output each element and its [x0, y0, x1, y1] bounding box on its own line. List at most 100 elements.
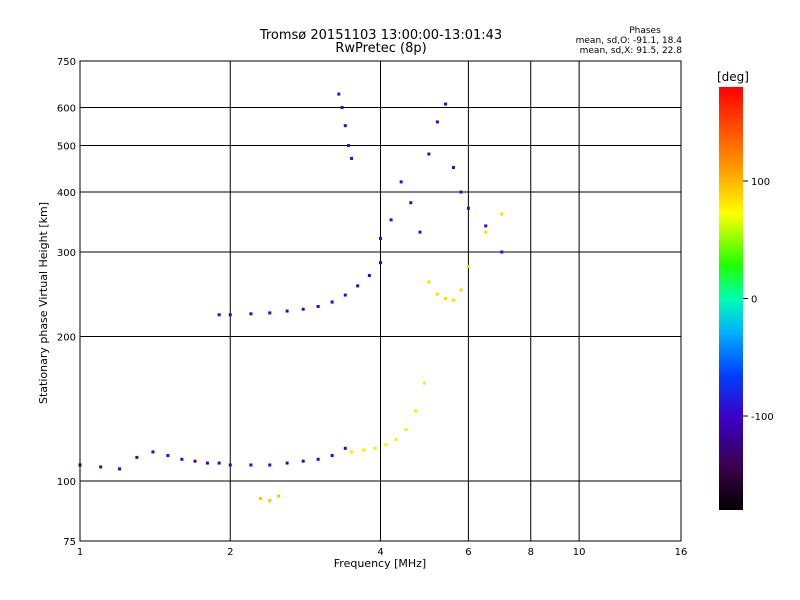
data-point	[343, 124, 347, 128]
data-point	[135, 455, 139, 459]
data-point	[337, 92, 341, 96]
y-tick-label: 600	[57, 104, 76, 115]
data-point	[217, 461, 221, 465]
data-point	[373, 446, 377, 450]
data-point	[484, 230, 488, 234]
data-point	[484, 224, 488, 228]
data-point	[249, 312, 253, 316]
x-axis-ticks: 1 2 4 6 8 10 16	[77, 547, 688, 558]
x-tick-label: 6	[465, 547, 471, 558]
plot-frame	[79, 60, 682, 542]
data-point	[404, 428, 408, 432]
data-point	[166, 454, 170, 458]
data-point	[394, 438, 398, 442]
x-tick-label: 2	[227, 547, 233, 558]
data-point	[500, 250, 504, 254]
data-point	[205, 461, 209, 465]
y-tick-label: 75	[63, 537, 76, 548]
data-point	[268, 499, 272, 503]
y-tick-label: 400	[57, 188, 76, 199]
data-point	[350, 450, 354, 454]
data-point	[427, 152, 431, 156]
y-axis-ticks: 75 100 200 300 400 500 600 750	[57, 57, 76, 548]
data-point	[444, 297, 448, 301]
data-point	[340, 106, 344, 110]
x-axis-label: Frequency [MHz]	[334, 557, 426, 570]
data-point	[451, 298, 455, 302]
data-point	[459, 190, 463, 194]
data-point	[399, 180, 403, 184]
data-point	[367, 274, 371, 278]
data-point	[435, 292, 439, 296]
data-point	[343, 293, 347, 297]
data-point	[451, 165, 455, 169]
data-point	[285, 309, 289, 313]
y-tick-label: 200	[57, 333, 76, 344]
data-point	[151, 450, 155, 454]
chart-subtitle: RwPretec (8p)	[335, 41, 426, 56]
data-point	[409, 201, 413, 205]
data-point	[268, 463, 272, 467]
plot-points	[78, 92, 504, 503]
data-point	[316, 457, 320, 461]
data-point	[459, 288, 463, 292]
data-point	[316, 304, 320, 308]
data-point	[330, 300, 334, 304]
y-tick-label: 300	[57, 248, 76, 259]
data-point	[259, 496, 263, 500]
data-point	[228, 463, 232, 467]
colorbar-tick-label: 100	[751, 177, 770, 188]
colorbar-ticks: 100 0 -100	[743, 177, 774, 423]
data-point	[427, 280, 431, 284]
x-tick-label: 10	[573, 547, 586, 558]
data-point	[249, 463, 253, 467]
colorbar-label: [deg]	[717, 70, 749, 84]
phases-o-line: mean, sd,O: -91.1, 18.4	[576, 36, 683, 46]
chart-title: Tromsø 20151103 13:00:00-13:01:43	[259, 28, 502, 43]
data-point	[228, 313, 232, 317]
phases-title: Phases	[629, 26, 661, 36]
data-point	[193, 459, 197, 463]
data-point	[356, 284, 360, 288]
plot-grid	[79, 60, 682, 542]
data-point	[268, 311, 272, 315]
data-point	[301, 307, 305, 311]
data-point	[422, 381, 426, 385]
colorbar-tick-label: 0	[751, 295, 757, 306]
y-axis-label: Stationary phase Virtual Height [km]	[37, 202, 50, 404]
data-point	[330, 454, 334, 458]
y-tick-label: 750	[57, 57, 76, 68]
x-tick-label: 1	[77, 547, 83, 558]
data-point	[217, 313, 221, 317]
data-point	[301, 459, 305, 463]
data-point	[466, 206, 470, 210]
data-point	[466, 264, 470, 268]
data-point	[389, 218, 393, 222]
y-tick-label: 100	[57, 477, 76, 488]
data-point	[99, 465, 103, 469]
data-point	[362, 448, 366, 452]
colorbar	[719, 87, 743, 510]
data-point	[285, 461, 289, 465]
data-point	[413, 409, 417, 413]
x-tick-label: 16	[675, 547, 688, 558]
data-point	[346, 144, 350, 148]
data-point	[500, 212, 504, 216]
y-tick-label: 500	[57, 142, 76, 153]
x-tick-label: 8	[528, 547, 534, 558]
data-point	[343, 446, 347, 450]
data-point	[418, 230, 422, 234]
colorbar-tick-label: -100	[751, 412, 774, 423]
data-point	[350, 156, 354, 160]
data-point	[444, 102, 448, 106]
data-point	[379, 261, 382, 265]
phases-x-line: mean, sd,X: 91.5, 22.8	[580, 46, 683, 56]
x-tick-label: 4	[377, 547, 383, 558]
data-point	[118, 467, 122, 471]
data-point	[180, 457, 184, 461]
data-point	[277, 494, 281, 498]
data-point	[435, 120, 439, 124]
data-point	[384, 443, 388, 447]
data-point	[379, 237, 382, 241]
